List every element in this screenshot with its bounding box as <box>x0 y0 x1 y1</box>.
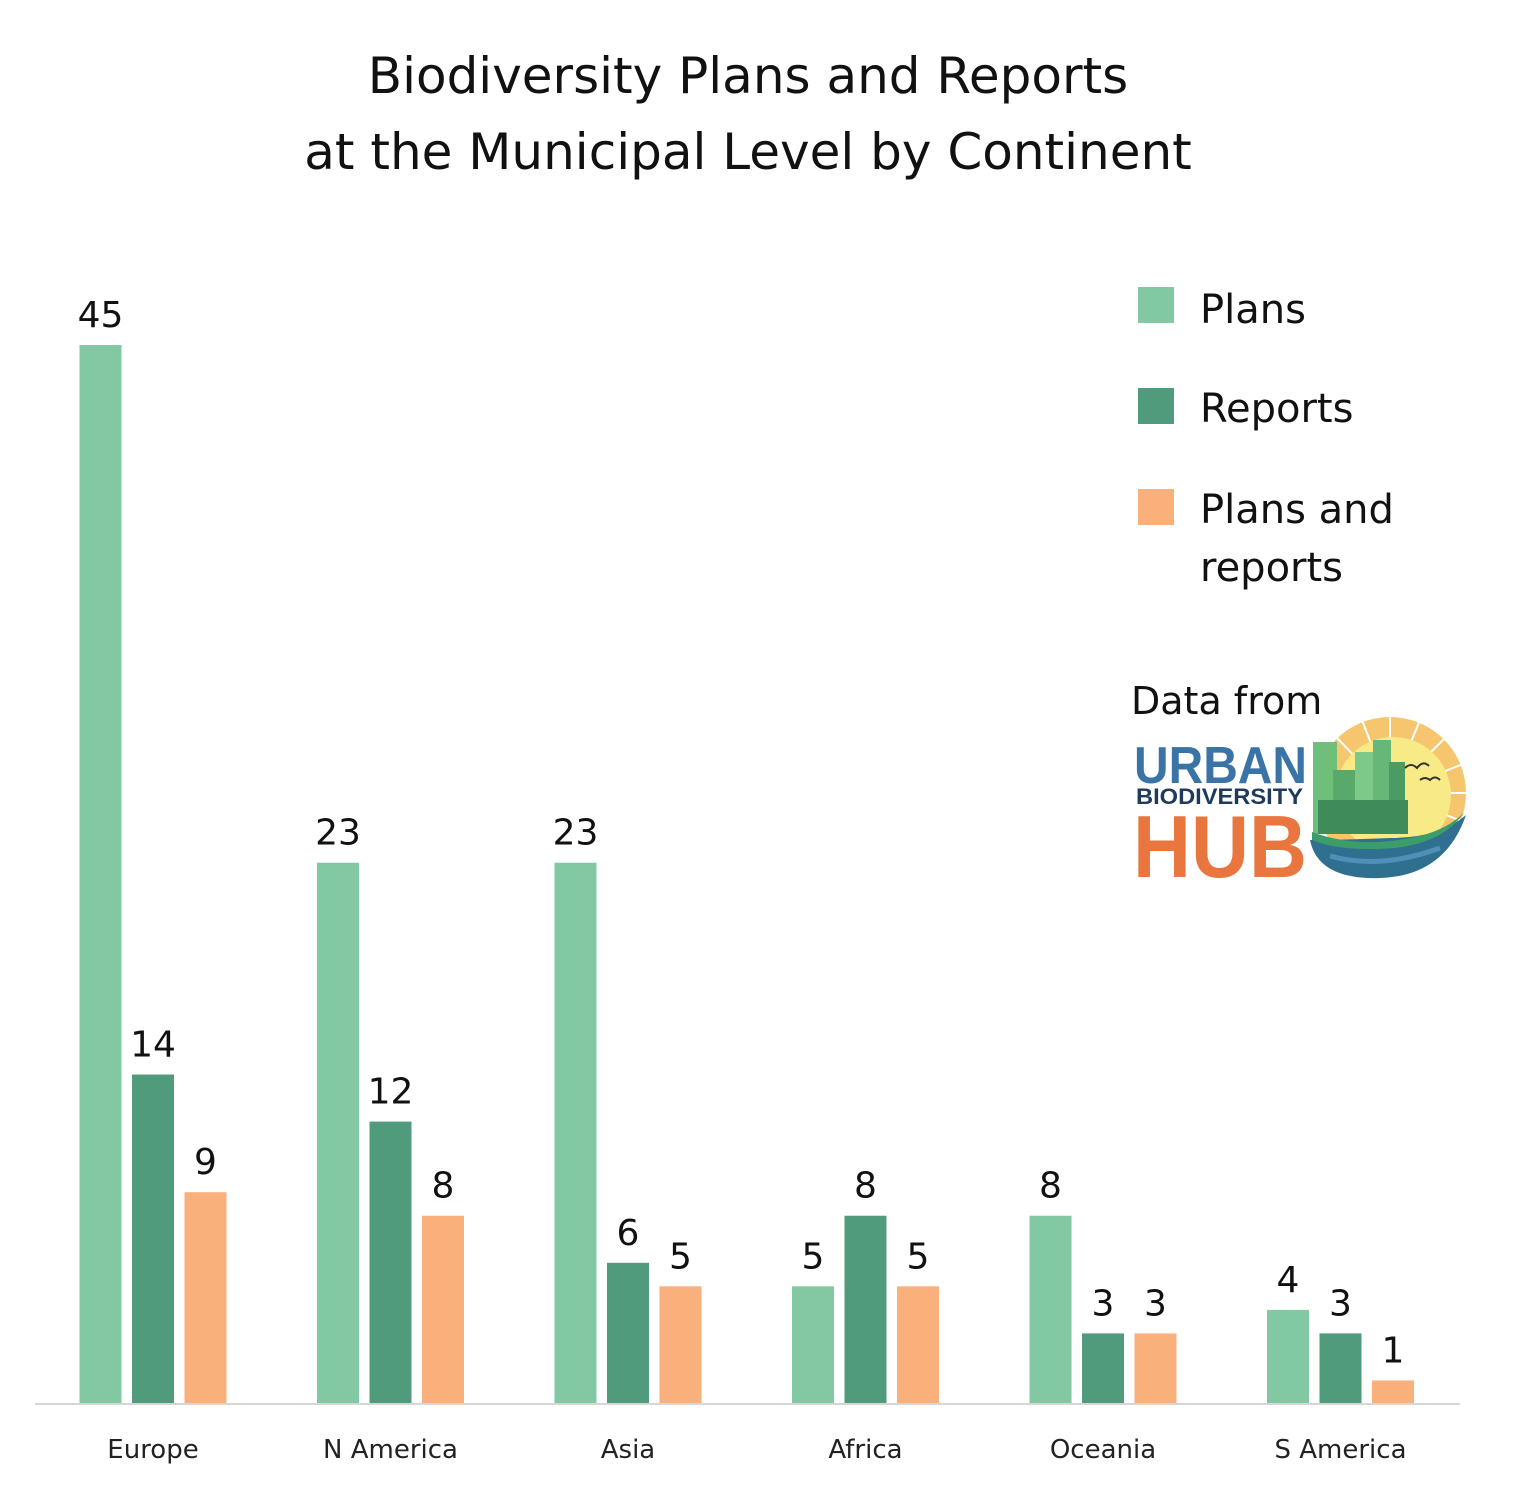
bar-s-america-plans-and-reports <box>1372 1380 1414 1404</box>
value-label-africa-reports: 8 <box>854 1166 877 1207</box>
category-label-asia: Asia <box>601 1435 656 1465</box>
bar-africa-plans-and-reports <box>897 1286 939 1404</box>
bar-europe-plans <box>79 345 122 1404</box>
bar-oceania-plans <box>1029 1215 1072 1404</box>
category-label-s-america: S America <box>1274 1435 1406 1465</box>
value-label-asia-reports: 6 <box>617 1213 640 1254</box>
value-label-europe-plans-and-reports: 9 <box>194 1142 217 1183</box>
value-label-europe-plans: 45 <box>78 295 124 336</box>
bar-asia-plans <box>554 862 597 1404</box>
logo-text-hub: HUB <box>1133 797 1307 896</box>
value-label-s-america-plans: 4 <box>1277 1260 1300 1301</box>
bar-oceania-reports <box>1082 1333 1124 1404</box>
bar-s-america-reports <box>1319 1333 1362 1404</box>
bar-n-america-plans-and-reports <box>422 1215 464 1404</box>
chart-title-line-2: at the Municipal Level by Continent <box>304 123 1192 181</box>
bar-s-america-plans <box>1267 1309 1309 1404</box>
value-label-africa-plans: 5 <box>802 1236 825 1277</box>
value-label-europe-reports: 14 <box>130 1025 176 1066</box>
bar-africa-plans <box>792 1286 834 1404</box>
data-source-label: Data from <box>1131 679 1322 723</box>
bar-n-america-plans <box>317 862 359 1404</box>
chart-title: Biodiversity Plans and Reports at the Mu… <box>304 47 1192 181</box>
logo-text-biodiversity: BIODIVERSITY <box>1136 784 1303 809</box>
value-label-asia-plans-and-reports: 5 <box>669 1236 692 1277</box>
value-label-asia-plans: 23 <box>553 813 599 854</box>
value-label-n-america-reports: 12 <box>368 1072 414 1113</box>
value-label-africa-plans-and-reports: 5 <box>907 1236 930 1277</box>
bars <box>79 345 1414 1404</box>
category-labels: Europe N America Asia Africa Oceania S Americ… <box>107 1435 1406 1465</box>
bar-oceania-plans-and-reports <box>1134 1333 1177 1404</box>
legend-label-plans-and-reports-line-1: Plans and <box>1200 487 1394 533</box>
legend-label-plans: Plans <box>1200 287 1306 333</box>
value-label-oceania-plans-and-reports: 3 <box>1144 1283 1167 1324</box>
value-label-s-america-reports: 3 <box>1329 1283 1352 1324</box>
category-label-europe: Europe <box>107 1435 198 1465</box>
legend-label-plans-and-reports-line-2: reports <box>1200 545 1343 591</box>
legend-swatch-plans-and-reports <box>1138 489 1174 525</box>
urban-biodiversity-hub-logo: URBAN BIODIVERSITY HUB <box>1133 714 1468 896</box>
value-label-oceania-reports: 3 <box>1092 1283 1115 1324</box>
category-label-africa: Africa <box>828 1435 902 1465</box>
bar-africa-reports <box>844 1215 887 1404</box>
category-label-oceania: Oceania <box>1050 1435 1156 1465</box>
city-sun-globe-icon <box>1310 714 1468 879</box>
legend-label-reports: Reports <box>1200 386 1353 432</box>
data-source: Data from URBAN BIODIVERSITY HUB <box>1131 679 1468 896</box>
bar-asia-plans-and-reports <box>659 1286 702 1404</box>
logo-text-urban: URBAN <box>1134 737 1307 795</box>
value-label-s-america-plans-and-reports: 1 <box>1382 1330 1405 1371</box>
bar-europe-plans-and-reports <box>184 1192 227 1404</box>
chart-title-line-1: Biodiversity Plans and Reports <box>368 47 1128 105</box>
bar-europe-reports <box>132 1074 174 1404</box>
value-label-oceania-plans: 8 <box>1039 1166 1062 1207</box>
legend-swatch-reports <box>1138 388 1174 424</box>
bar-asia-reports <box>607 1262 649 1404</box>
legend-swatch-plans <box>1138 287 1174 323</box>
legend: Plans Reports Plans and reports <box>1138 287 1394 591</box>
bar-n-america-reports <box>369 1121 412 1404</box>
value-label-n-america-plans: 23 <box>315 813 361 854</box>
category-label-n-america: N America <box>323 1435 458 1465</box>
value-label-n-america-plans-and-reports: 8 <box>432 1166 455 1207</box>
